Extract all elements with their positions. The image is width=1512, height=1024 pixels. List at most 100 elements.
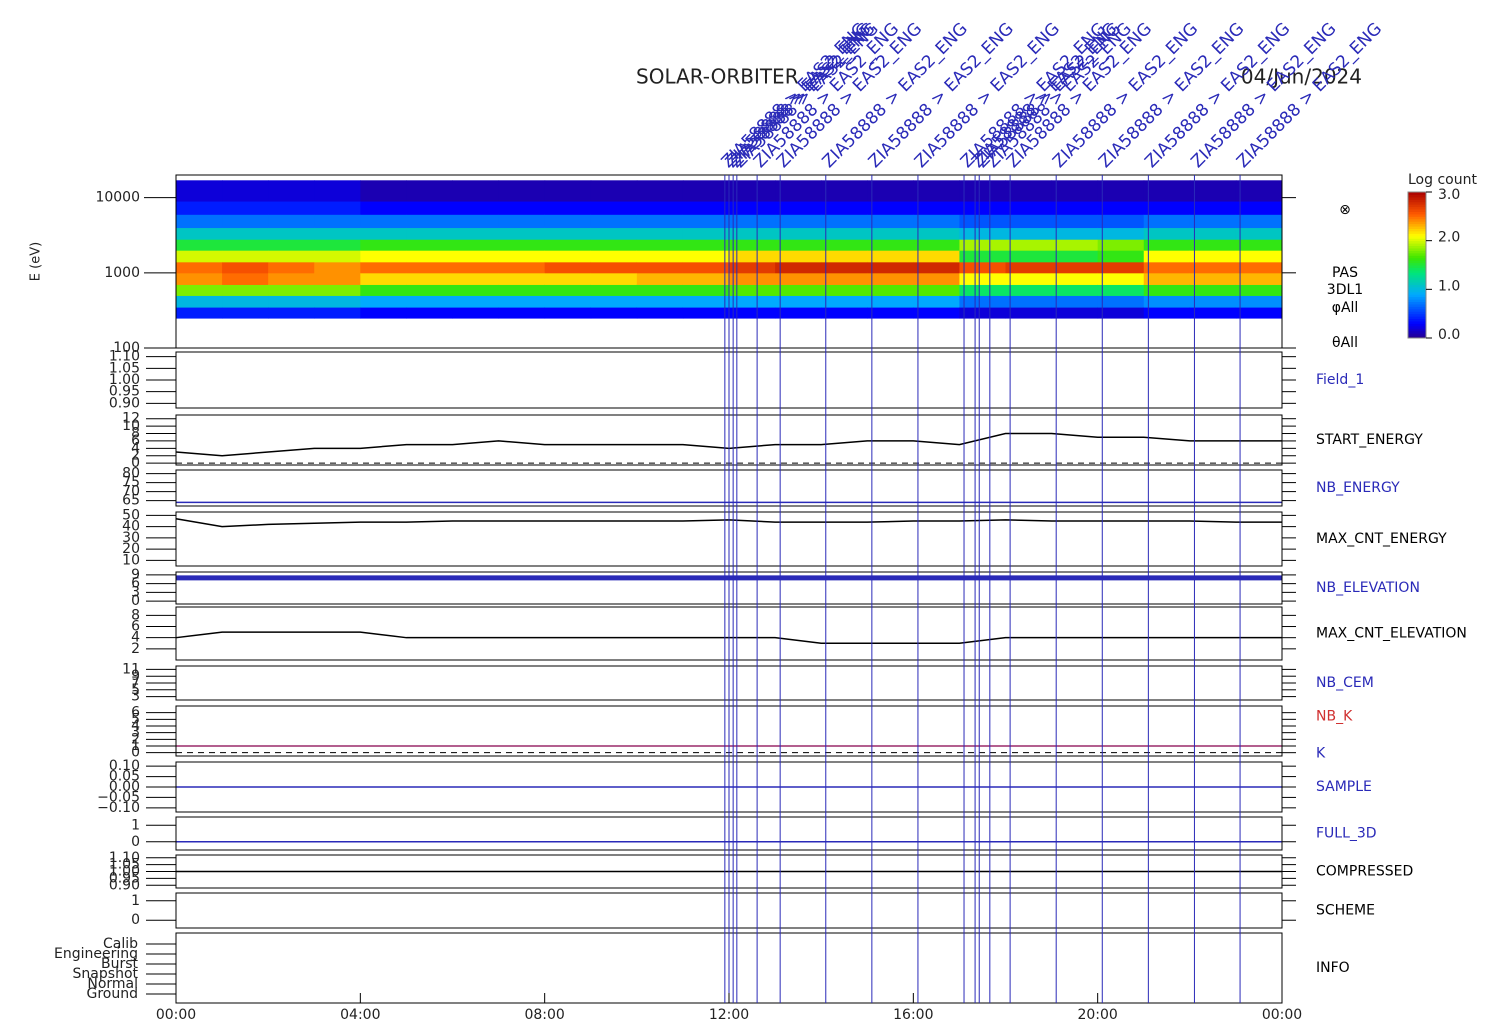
spectrogram-cell bbox=[682, 227, 730, 240]
colorbar-tick-label: 3.0 bbox=[1438, 187, 1460, 203]
spectrogram-cell bbox=[682, 250, 730, 263]
spectrogram-cell bbox=[729, 307, 776, 319]
spectrogram-cell bbox=[314, 201, 361, 215]
colorbar-step bbox=[1408, 192, 1426, 195]
colorbar-step bbox=[1408, 333, 1426, 337]
x-tick-label: 12:00 bbox=[709, 1007, 749, 1020]
spectrogram-cell bbox=[360, 180, 407, 202]
spectrogram-cell bbox=[360, 239, 407, 251]
spectrogram-cell bbox=[729, 227, 776, 240]
spectrogram-cell bbox=[1005, 295, 1053, 308]
spectrogram-cell bbox=[775, 307, 822, 319]
y-tick-label: Normal bbox=[87, 976, 138, 992]
spectrogram-cell bbox=[1097, 261, 1145, 274]
colorbar-step bbox=[1408, 213, 1426, 217]
spectrogram-cell bbox=[821, 214, 868, 229]
spectrogram-cell bbox=[498, 227, 546, 240]
spectrogram-cell bbox=[1189, 307, 1237, 319]
spectrogram-cell bbox=[360, 250, 407, 263]
spectrogram-cell bbox=[729, 201, 776, 215]
spectrogram-cell bbox=[959, 180, 1006, 202]
y-tick-label: 20 bbox=[122, 541, 140, 557]
spectrogram-cell bbox=[1051, 239, 1099, 251]
spectrogram-cell bbox=[1235, 307, 1283, 319]
spectrogram-cell bbox=[636, 214, 684, 229]
spectrogram-cell bbox=[959, 239, 1006, 251]
spectrogram-cell bbox=[314, 239, 361, 251]
y-tick-label: 3 bbox=[131, 725, 140, 741]
spectrogram-cell bbox=[821, 272, 868, 285]
colorbar-step bbox=[1408, 211, 1426, 215]
spectrogram-cell bbox=[636, 295, 684, 308]
spectrogram-cell bbox=[1051, 201, 1099, 215]
spectrogram-cell bbox=[176, 227, 223, 240]
colorbar-step bbox=[1408, 260, 1426, 264]
colorbar-step bbox=[1408, 267, 1426, 271]
x-tick-label: 00:00 bbox=[156, 1007, 196, 1020]
spectrogram-cell bbox=[268, 307, 315, 319]
colorbar-step bbox=[1408, 318, 1426, 322]
spectrogram-cell bbox=[775, 295, 822, 308]
panel-label: MAX_CNT_ENERGY bbox=[1316, 531, 1447, 547]
spectrogram-cell bbox=[1005, 272, 1053, 285]
spectrogram-cell bbox=[452, 284, 500, 296]
spectrogram-cell bbox=[268, 284, 315, 296]
spectrogram-cell bbox=[636, 284, 684, 296]
y-tick-label: 65 bbox=[122, 493, 140, 509]
panel-label: Field_1 bbox=[1316, 372, 1364, 388]
spectrogram-cell bbox=[360, 201, 407, 215]
y-tick-label: 2 bbox=[131, 448, 140, 464]
spectrogram-cell bbox=[775, 227, 822, 240]
spectrogram-cell bbox=[590, 261, 638, 274]
spectrogram-cell bbox=[821, 261, 868, 274]
spectrogram-cell bbox=[176, 201, 223, 215]
spectrogram-cell bbox=[821, 201, 868, 215]
colorbar-step bbox=[1408, 196, 1426, 200]
spectrogram-cell bbox=[729, 272, 776, 285]
spectrogram-cell bbox=[498, 307, 546, 319]
spectrogram-cell bbox=[1189, 227, 1237, 240]
spectrogram-cell bbox=[867, 201, 914, 215]
spectrogram-cell bbox=[913, 261, 960, 274]
colorbar-step bbox=[1408, 328, 1426, 332]
spectrogram-cell bbox=[867, 307, 914, 319]
spectrogram-cell bbox=[406, 180, 453, 202]
spectrogram-cell bbox=[959, 227, 1006, 240]
x-tick-label: 04:00 bbox=[340, 1007, 380, 1020]
y-tick-label: 1.05 bbox=[109, 857, 140, 873]
y-tick-label: 1.10 bbox=[109, 349, 140, 365]
spectrogram-cell bbox=[406, 295, 453, 308]
spectrogram-cell bbox=[1189, 214, 1237, 229]
spectrogram-cell bbox=[775, 201, 822, 215]
spectrogram-cell bbox=[176, 214, 223, 229]
spectrogram-cell bbox=[176, 261, 223, 274]
y-tick-label: 6 bbox=[131, 576, 140, 592]
spectrogram-cell bbox=[590, 239, 638, 251]
colorbar-step bbox=[1408, 201, 1426, 205]
spectrogram-cell bbox=[176, 239, 223, 251]
spectrogram-cell bbox=[222, 272, 269, 285]
spectrogram-cell bbox=[314, 261, 361, 274]
y-tick-label: 3 bbox=[131, 584, 140, 600]
spectrogram-cell bbox=[1051, 214, 1099, 229]
colorbar-step bbox=[1408, 230, 1426, 234]
spectrogram-cell bbox=[590, 227, 638, 240]
colorbar-step bbox=[1408, 226, 1426, 229]
spectrogram-cell bbox=[1235, 239, 1283, 251]
x-tick-label: 00:00 bbox=[1262, 1007, 1302, 1020]
y-tick-label: 8 bbox=[131, 426, 140, 442]
spectrogram-cell bbox=[1051, 250, 1099, 263]
spectrogram-cell bbox=[636, 239, 684, 251]
x-tick-label: 20:00 bbox=[1077, 1007, 1117, 1020]
spectrogram-cell bbox=[775, 261, 822, 274]
y-tick-label: 3 bbox=[131, 689, 140, 705]
spectrogram-cell bbox=[636, 201, 684, 215]
colorbar-step bbox=[1408, 238, 1426, 242]
spectrogram-cell bbox=[1097, 180, 1145, 202]
spectrogram-cell bbox=[268, 272, 315, 285]
spectrogram-cell bbox=[682, 295, 730, 308]
spectrogram-cell bbox=[1005, 261, 1053, 274]
y-tick-label: 70 bbox=[122, 484, 140, 500]
spectrogram-cell bbox=[1143, 284, 1191, 296]
colorbar-step bbox=[1408, 301, 1426, 305]
